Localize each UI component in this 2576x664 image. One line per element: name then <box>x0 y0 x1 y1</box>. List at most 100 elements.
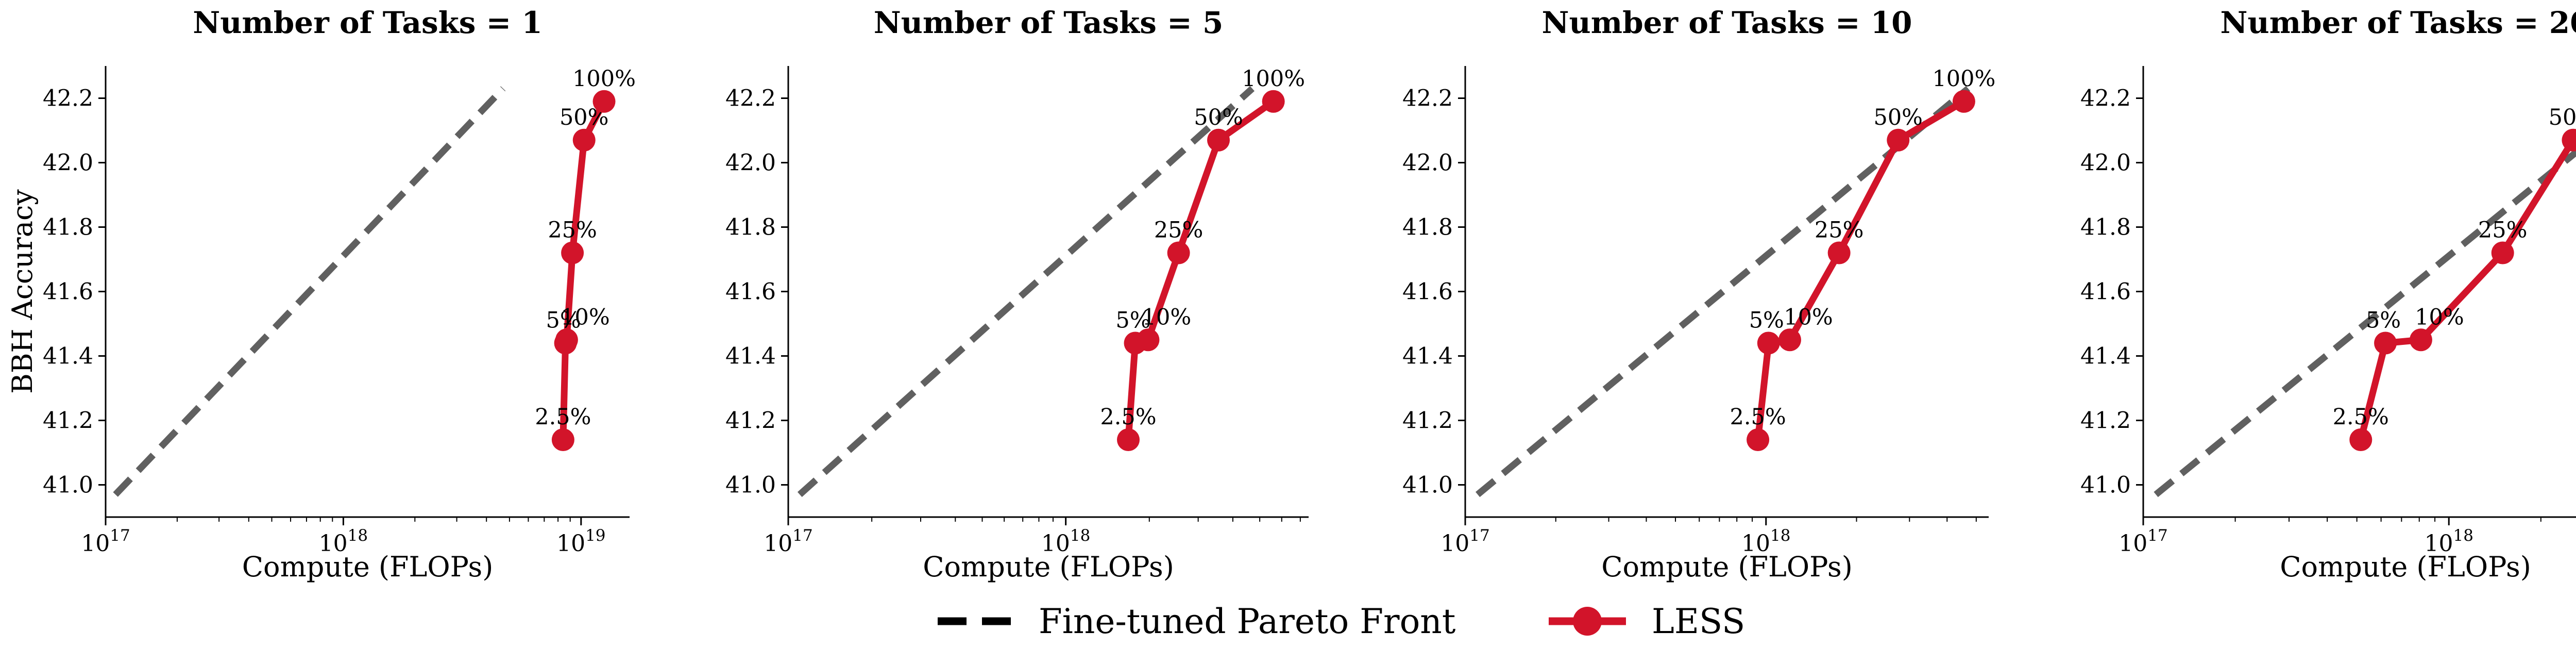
chart-panel: Number of Tasks = 5 41.0 41.2 41.4 41.6 41.8 4… <box>725 5 1309 583</box>
data-point-label: 25% <box>548 218 597 243</box>
y-tick-label: 41.8 <box>2080 214 2131 241</box>
less-series-line <box>1754 98 1966 440</box>
x-axis-label: Compute (FLOPs) <box>242 551 494 583</box>
y-tick-label: 41.0 <box>1402 472 1453 499</box>
y-tick-label: 41.6 <box>1402 279 1453 305</box>
y-tick-label: 42.0 <box>725 150 776 176</box>
y-tick-label: 41.2 <box>725 408 776 434</box>
y-tick-label: 41.0 <box>2080 472 2131 499</box>
data-point-label: 5% <box>546 308 581 334</box>
less-data-point <box>2374 331 2397 355</box>
less-data-point <box>1827 241 1851 264</box>
less-data-point <box>1167 241 1190 264</box>
y-tick-label: 41.4 <box>2080 343 2131 370</box>
y-tick-label: 42.2 <box>725 86 776 112</box>
y-tick-label: 41.0 <box>725 472 776 499</box>
pareto-front-line <box>113 86 506 497</box>
data-point-label: 2.5% <box>535 404 591 430</box>
less-data-point <box>1262 90 1285 113</box>
x-axis-label: Compute (FLOPs) <box>923 551 1174 583</box>
less-data-point <box>551 428 574 451</box>
less-data-point <box>2491 241 2514 264</box>
x-tick-label: 1017 <box>764 526 812 557</box>
data-point-label: 50% <box>1873 105 1923 130</box>
less-data-point <box>555 328 578 352</box>
y-tick-label: 41.4 <box>1402 343 1453 370</box>
less-data-point <box>1757 331 1780 355</box>
less-data-point <box>1137 328 1160 352</box>
less-data-point <box>1207 128 1230 152</box>
x-tick-label: 1018 <box>1041 526 1090 557</box>
less-series-line <box>560 99 607 440</box>
y-tick-label: 42.0 <box>2080 150 2131 176</box>
x-tick-label: 1018 <box>319 526 368 557</box>
data-point-label: 25% <box>1815 218 1864 243</box>
y-tick-label: 42.2 <box>2080 86 2131 112</box>
chart-panels: Number of Tasks = 1 41.0 41.2 41.4 41.6 41.8 4… <box>6 5 2576 583</box>
chart-panel: Number of Tasks = 1 41.0 41.2 41.4 41.6 41.8 4… <box>6 5 636 583</box>
less-data-point <box>572 128 596 152</box>
x-tick-label: 1017 <box>81 526 130 557</box>
data-point-label: 50% <box>1194 105 1243 130</box>
x-axis-label: Compute (FLOPs) <box>1601 551 1853 583</box>
y-tick-label: 41.8 <box>43 214 93 241</box>
less-data-point <box>2349 428 2372 451</box>
pareto-front-line <box>2154 148 2576 497</box>
y-tick-label: 42.0 <box>1402 150 1453 176</box>
chart-title: Number of Tasks = 20 <box>2221 5 2576 40</box>
y-tick-label: 41.6 <box>725 279 776 305</box>
legend-label-less: LESS <box>1652 602 1745 641</box>
less-data-point <box>1887 128 1910 152</box>
less-data-point <box>1117 428 1140 451</box>
x-tick-label: 1018 <box>1741 526 1790 557</box>
y-tick-label: 41.4 <box>43 343 93 370</box>
data-point-label: 25% <box>2478 218 2528 243</box>
chart-title: Number of Tasks = 10 <box>1542 5 1912 40</box>
data-point-label: 5% <box>2366 308 2401 334</box>
data-point-label: 50% <box>2549 105 2576 130</box>
less-data-point <box>1952 90 1975 113</box>
chart-panel: Number of Tasks = 20 41.0 41.2 41.4 41.6 41.8… <box>2080 5 2576 583</box>
data-point-label: 5% <box>1749 308 1784 334</box>
x-axis-label: Compute (FLOPs) <box>2280 551 2531 583</box>
legend: Fine-tuned Pareto Front LESS <box>938 602 1745 641</box>
chart-panel: Number of Tasks = 10 41.0 41.2 41.4 41.6 41.8… <box>1402 5 1995 583</box>
less-series-line <box>1125 98 1276 440</box>
less-data-point <box>2562 128 2576 152</box>
y-tick-label: 41.2 <box>2080 408 2131 434</box>
pareto-front-line <box>797 86 1255 497</box>
chart-title: Number of Tasks = 5 <box>874 5 1224 40</box>
y-axis-label: BBH Accuracy <box>6 189 39 394</box>
data-point-label: 2.5% <box>1730 404 1786 430</box>
data-point-label: 100% <box>1242 66 1305 92</box>
x-tick-label: 1019 <box>556 526 605 557</box>
data-point-label: 2.5% <box>1100 404 1156 430</box>
data-point-label: 10% <box>2415 304 2464 330</box>
y-tick-label: 41.6 <box>2080 279 2131 305</box>
x-tick-label: 1017 <box>1440 526 1489 557</box>
data-point-label: 10% <box>1784 304 1833 330</box>
less-data-point <box>1747 428 1770 451</box>
y-tick-label: 41.2 <box>1402 408 1453 434</box>
y-tick-label: 42.2 <box>43 86 93 112</box>
y-tick-label: 42.2 <box>1402 86 1453 112</box>
legend-marker-swatch <box>1573 607 1602 636</box>
data-point-label: 10% <box>1142 304 1192 330</box>
y-tick-label: 41.6 <box>43 279 93 305</box>
less-series-line <box>2357 135 2576 441</box>
less-data-point <box>2409 328 2432 352</box>
less-data-point <box>592 90 616 113</box>
y-tick-label: 41.8 <box>1402 214 1453 241</box>
y-tick-label: 41.0 <box>43 472 93 499</box>
data-point-label: 10% <box>561 304 610 330</box>
x-tick-label: 1017 <box>2119 526 2167 557</box>
data-point-label: 100% <box>1932 66 1995 92</box>
y-tick-label: 41.4 <box>725 343 776 370</box>
x-tick-label: 1018 <box>2425 526 2473 557</box>
y-tick-label: 41.8 <box>725 214 776 241</box>
legend-label-pareto: Fine-tuned Pareto Front <box>1039 602 1455 641</box>
data-point-label: 2.5% <box>2333 404 2389 430</box>
chart-title: Number of Tasks = 1 <box>193 5 543 40</box>
data-point-label: 100% <box>572 66 636 92</box>
